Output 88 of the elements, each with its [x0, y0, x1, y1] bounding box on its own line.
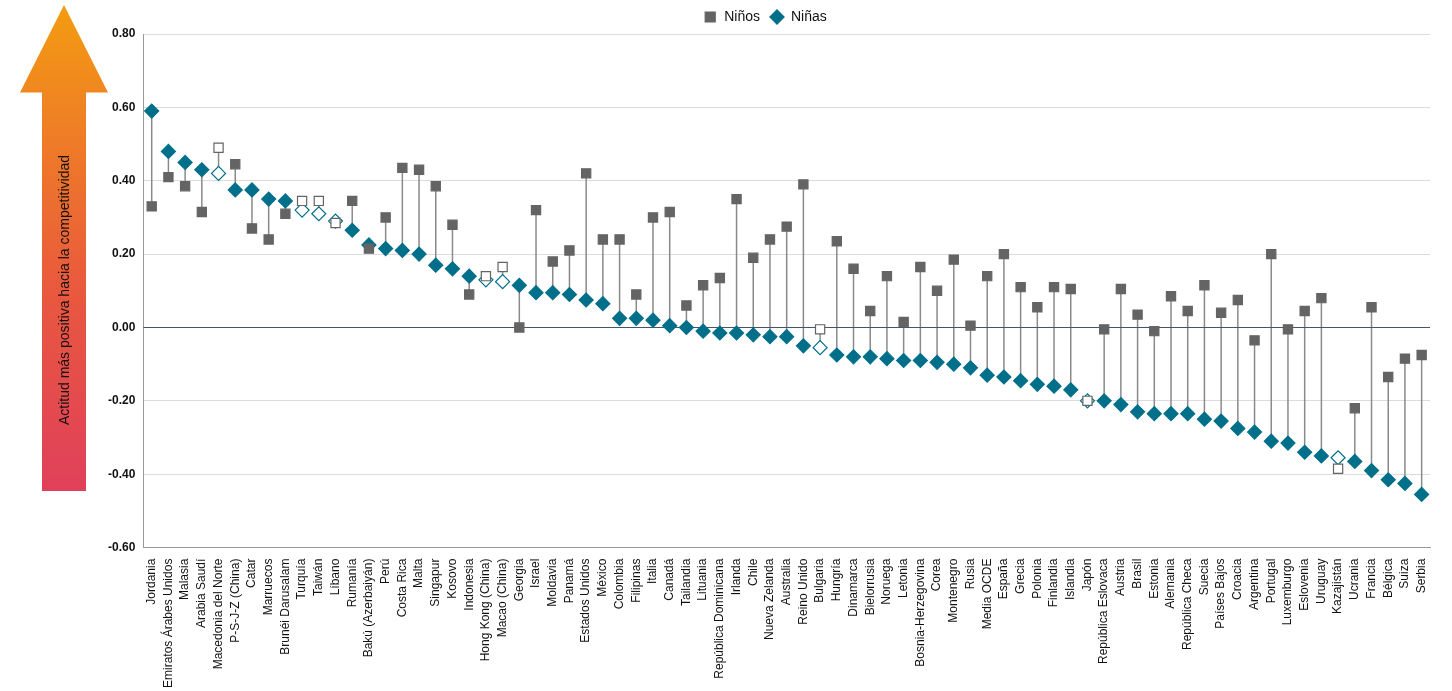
y-tick-label: 0.60	[111, 99, 136, 114]
x-tick-label: Indonesia	[461, 558, 476, 611]
x-tick-label: Georgia	[511, 558, 526, 602]
x-tick-label: Jordania	[144, 558, 159, 605]
x-tick-label: Montenegro	[946, 558, 961, 623]
x-tick-label: Francia	[1363, 558, 1378, 599]
x-tick-label: Costa Rica	[394, 558, 409, 618]
x-tick-label: Emiratos Árabes Unidos	[159, 558, 175, 688]
x-tick-label: Malta	[411, 558, 426, 588]
x-tick-label: Kosovo	[444, 558, 459, 599]
x-tick-label: Macedonia del Norte	[210, 558, 225, 670]
x-tick-label: Dinamarca	[845, 558, 860, 617]
x-tick-label: México	[595, 558, 610, 597]
x-tick-label: Moldavia	[545, 558, 560, 607]
x-tick-label: Países Bajos	[1213, 558, 1228, 629]
legend-label: Niñas	[791, 7, 827, 24]
y-tick-label: 0.40	[111, 173, 136, 188]
x-tick-label: Irlanda	[728, 558, 743, 596]
x-tick-label: Islandia	[1063, 558, 1078, 600]
y-tick-label: -0.40	[107, 466, 136, 481]
x-tick-label: Macao (China)	[494, 558, 509, 638]
x-tick-label: Austria	[1113, 558, 1128, 596]
x-tick-label: Arabia Saudí	[194, 557, 209, 628]
x-tick-label: Hungría	[829, 558, 844, 602]
x-tick-label: España	[996, 558, 1011, 600]
x-tick-label: Ucrania	[1347, 558, 1362, 600]
x-tick-label: Noruega	[879, 558, 894, 605]
x-tick-label: Líbano	[327, 558, 342, 596]
x-tick-label: Estados Unidos	[578, 558, 593, 643]
x-tick-label: Catar	[244, 558, 259, 588]
x-tick-label: Bulgaria	[812, 558, 827, 603]
x-tick-label: República Dominicana	[712, 558, 727, 679]
x-tick-label: Letonia	[895, 558, 910, 598]
x-tick-label: Serbia	[1413, 558, 1428, 594]
x-tick-label: Japón	[1079, 558, 1094, 592]
x-tick-label: Suecia	[1196, 558, 1211, 596]
x-tick-label: Brasil	[1129, 558, 1144, 589]
x-tick-label: Kazajistán	[1330, 558, 1345, 614]
x-tick-label: Brunéi Darusalam	[277, 558, 292, 655]
x-tick-label: República Eslovaca	[1096, 558, 1111, 665]
x-tick-label: Bielorrusia	[862, 558, 877, 616]
x-tick-label: Uruguay	[1313, 558, 1328, 604]
x-tick-label: Lituania	[695, 558, 710, 601]
x-tick-label: Media OCDE	[979, 558, 994, 630]
x-tick-label: Chile	[745, 558, 760, 586]
x-tick-label: Singapur	[428, 558, 443, 607]
x-tick-label: Australia	[778, 558, 793, 606]
x-tick-label: Alemania	[1163, 558, 1178, 609]
x-tick-label: Bakú (Azerbaiyán)	[361, 558, 376, 658]
y-tick-label: 0.20	[111, 246, 136, 261]
x-tick-label: Nueva Zelanda	[762, 558, 777, 640]
x-tick-label: Croacia	[1230, 558, 1245, 600]
x-tick-label: Suiza	[1397, 558, 1412, 589]
x-tick-label: Bélgica	[1380, 558, 1395, 598]
x-tick-label: Perú	[377, 558, 392, 584]
x-tick-label: Taiwán	[311, 558, 326, 596]
x-tick-label: P-S-J-Z (China)	[227, 558, 242, 643]
x-tick-label: Filipinas	[628, 558, 643, 603]
x-tick-label: Italia	[645, 558, 660, 584]
x-tick-label: Canadá	[662, 558, 677, 601]
x-tick-label: Corea	[929, 558, 944, 592]
y-tick-label: 0.80	[111, 26, 136, 41]
x-tick-label: Bosnia-Herzegovina	[912, 558, 927, 667]
x-tick-label: Rusia	[962, 558, 977, 590]
x-tick-label: Eslovenia	[1296, 558, 1311, 611]
x-tick-label: Hong Kong (China)	[478, 558, 493, 662]
x-tick-label: Malasia	[177, 558, 192, 600]
x-tick-label: Polonia	[1029, 558, 1044, 599]
x-tick-label: Colombia	[611, 558, 626, 610]
x-tick-label: República Checa	[1180, 558, 1195, 650]
legend-label: Niños	[724, 7, 760, 24]
x-tick-label: Israel	[528, 558, 543, 588]
x-tick-label: Panamá	[561, 558, 576, 604]
x-tick-label: Reino Unido	[795, 558, 810, 625]
x-tick-label: Luxemburgo	[1280, 558, 1295, 626]
x-tick-label: Grecia	[1012, 558, 1027, 594]
x-tick-label: Tailandia	[678, 558, 693, 606]
y-tick-label: -0.20	[107, 393, 136, 408]
y-tick-label: 0.00	[111, 319, 136, 334]
x-tick-label: Marruecos	[260, 558, 275, 616]
x-tick-label: Turquía	[294, 558, 309, 600]
x-tick-label: Rumanía	[344, 558, 359, 608]
y-axis-title: Actitud más positiva hacia la competitividad	[56, 154, 72, 426]
y-tick-label: -0.60	[107, 539, 136, 554]
x-tick-label: Finlandia	[1046, 558, 1061, 608]
x-tick-label: Argentina	[1246, 558, 1261, 610]
x-tick-label: Portugal	[1263, 558, 1278, 604]
x-tick-label: Estonia	[1146, 558, 1161, 599]
